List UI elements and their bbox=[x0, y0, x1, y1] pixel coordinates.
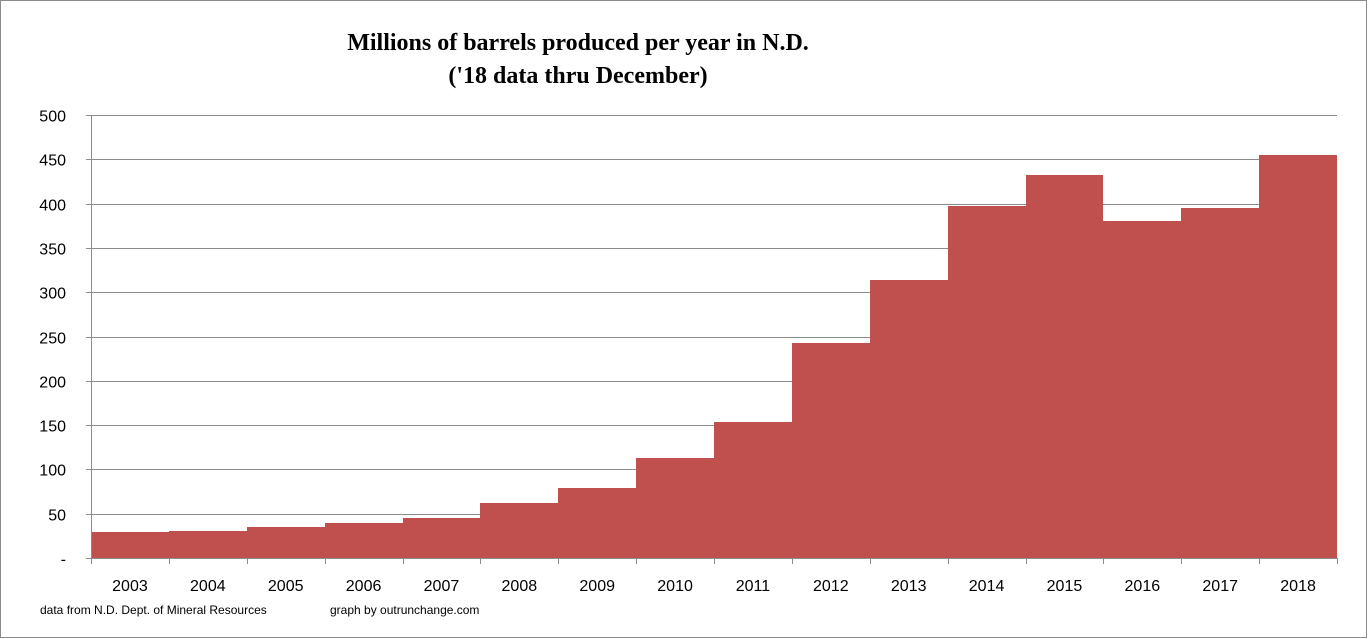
bars bbox=[91, 155, 1337, 558]
bar bbox=[91, 532, 169, 558]
y-tick-label: 100 bbox=[39, 463, 66, 480]
x-tick-label: 2015 bbox=[1047, 578, 1083, 595]
axes bbox=[86, 115, 1338, 564]
y-tick-label: - bbox=[61, 552, 66, 569]
x-tick-label: 2009 bbox=[579, 578, 615, 595]
source-note: data from N.D. Dept. of Mineral Resource… bbox=[40, 603, 267, 617]
bar bbox=[558, 488, 636, 558]
y-tick-label: 300 bbox=[39, 286, 66, 303]
bar bbox=[169, 531, 247, 558]
x-tick-label: 2017 bbox=[1202, 578, 1238, 595]
x-tick-label: 2007 bbox=[424, 578, 460, 595]
y-tick-label: 450 bbox=[39, 153, 66, 170]
bar bbox=[636, 458, 714, 558]
y-tick-label: 400 bbox=[39, 198, 66, 215]
x-tick-label: 2008 bbox=[502, 578, 538, 595]
y-tick-label: 250 bbox=[39, 331, 66, 348]
y-tick-label: 500 bbox=[39, 109, 66, 126]
bar bbox=[870, 280, 948, 558]
y-tick-labels: - 50 100 150 200 250 300 350 400 450 500 bbox=[39, 109, 66, 569]
y-tick-label: 150 bbox=[39, 419, 66, 436]
x-tick-label: 2018 bbox=[1280, 578, 1316, 595]
x-tick-labels: 2003 2004 2005 2006 2007 2008 2009 2010 2011 2012… bbox=[112, 578, 1316, 595]
bar bbox=[1259, 155, 1337, 558]
bar bbox=[1181, 208, 1259, 558]
bar bbox=[1103, 221, 1181, 558]
y-tick-label: 200 bbox=[39, 375, 66, 392]
x-tick-label: 2004 bbox=[190, 578, 226, 595]
bar bbox=[948, 206, 1026, 558]
y-tick-label: 50 bbox=[48, 508, 66, 525]
bar bbox=[325, 523, 403, 558]
bar bbox=[480, 503, 558, 558]
x-tick-label: 2012 bbox=[813, 578, 849, 595]
bar bbox=[714, 422, 792, 558]
x-tick-label: 2016 bbox=[1125, 578, 1161, 595]
credit-note: graph by outrunchange.com bbox=[330, 603, 479, 617]
x-tick-label: 2005 bbox=[268, 578, 304, 595]
bar bbox=[403, 518, 480, 558]
chart-subtitle: ('18 data thru December) bbox=[448, 63, 707, 89]
bar bbox=[247, 527, 325, 558]
x-tick-label: 2011 bbox=[736, 578, 771, 595]
x-tick-label: 2006 bbox=[346, 578, 382, 595]
y-tick-label: 350 bbox=[39, 242, 66, 259]
x-tick-label: 2010 bbox=[657, 578, 693, 595]
bar bbox=[792, 343, 870, 558]
bar bbox=[1026, 175, 1103, 558]
x-tick-label: 2014 bbox=[969, 578, 1005, 595]
chart-title: Millions of barrels produced per year in… bbox=[347, 30, 809, 56]
x-tick-label: 2003 bbox=[112, 578, 148, 595]
x-tick-label: 2013 bbox=[891, 578, 927, 595]
